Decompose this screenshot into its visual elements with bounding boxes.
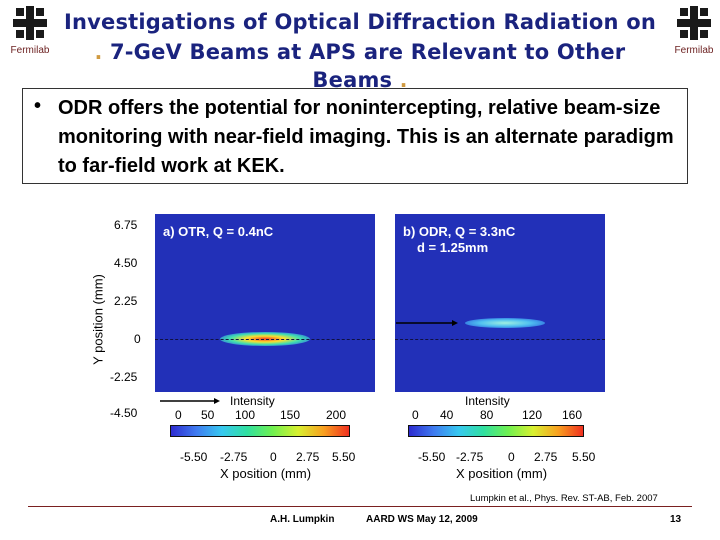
y-tick: 6.75 [114, 218, 138, 232]
x-axis-label: X position (mm) [456, 466, 548, 481]
footer-page-number: 13 [670, 514, 682, 525]
y-tick: 0 [134, 332, 141, 346]
y-axis-label: Y position (mm) [90, 274, 106, 365]
slide-title-line-1: Investigations of Optical Diffraction Ra… [63, 10, 657, 34]
cbar-tick: 160 [562, 408, 583, 422]
x-tick: -5.50 [418, 450, 446, 464]
cbar-tick: 0 [175, 408, 182, 422]
panel-b-label: b) ODR, Q = 3.3nC [403, 224, 516, 239]
fermilab-logo-icon [677, 6, 711, 40]
arrow-annotation [160, 398, 220, 404]
x-tick: 0 [270, 450, 277, 464]
intensity-label: Intensity [230, 394, 275, 408]
decor-dot: . [94, 40, 103, 64]
x-tick: -2.75 [220, 450, 248, 464]
footer-event: AARD WS May 12, 2009 [366, 514, 478, 525]
x-tick: -5.50 [180, 450, 208, 464]
footer-author: A.H. Lumpkin [270, 514, 335, 525]
logo-label: Fermilab [10, 45, 50, 56]
footer-divider [28, 506, 692, 507]
fermilab-logo-right: Fermilab [664, 4, 720, 56]
x-axis-label: X position (mm) [220, 466, 312, 481]
cbar-tick: 120 [522, 408, 543, 422]
logo-label: Fermilab [674, 45, 714, 56]
x-tick: 2.75 [296, 450, 320, 464]
panel-a-label: a) OTR, Q = 0.4nC [163, 224, 274, 239]
cbar-tick: 50 [201, 408, 215, 422]
dashed-center-line [155, 339, 375, 340]
cbar-tick: 80 [480, 408, 494, 422]
colorbar [170, 425, 350, 437]
figure: Y position (mm) 6.75 4.50 2.25 0 -2.25 -… [90, 212, 620, 487]
x-tick: 2.75 [534, 450, 558, 464]
cbar-tick: 0 [412, 408, 419, 422]
intensity-box [395, 392, 605, 446]
beam-spot [465, 318, 545, 328]
odr-image-panel: b) ODR, Q = 3.3nC d = 1.25mm [395, 214, 605, 446]
intensity-label: Intensity [465, 394, 510, 408]
colorbar [408, 425, 584, 437]
cbar-tick: 200 [326, 408, 347, 422]
y-tick: 4.50 [114, 256, 138, 270]
x-tick: 0 [508, 450, 515, 464]
bullet-text: ODR offers the potential for nonintercep… [58, 97, 674, 177]
y-tick: -2.25 [110, 370, 138, 384]
x-tick: 5.50 [332, 450, 356, 464]
citation: Lumpkin et al., Phys. Rev. ST-AB, Feb. 2… [470, 493, 658, 504]
cbar-tick: 40 [440, 408, 454, 422]
x-tick: -2.75 [456, 450, 484, 464]
otr-image-panel: a) OTR, Q = 0.4nC [155, 214, 375, 446]
y-tick: 2.25 [114, 294, 138, 308]
fermilab-logo-icon [13, 6, 47, 40]
dashed-center-line [395, 339, 605, 340]
x-tick: 5.50 [572, 450, 596, 464]
decor-dot: . [399, 68, 408, 92]
fermilab-logo-left: Fermilab [0, 4, 60, 56]
cbar-tick: 150 [280, 408, 301, 422]
slide-title-line-2: . 7-GeV Beams at APS are Relevant to Oth… [60, 38, 660, 94]
panel-b-distance-label: d = 1.25mm [417, 240, 489, 255]
cbar-tick: 100 [235, 408, 256, 422]
arrow-annotation [396, 320, 458, 326]
slide-title-line-2-text: 7-GeV Beams at APS are Relevant to Other… [109, 40, 626, 92]
bullet-box [22, 88, 688, 184]
y-tick: -4.50 [110, 406, 138, 420]
bullet-marker: • [34, 95, 42, 117]
